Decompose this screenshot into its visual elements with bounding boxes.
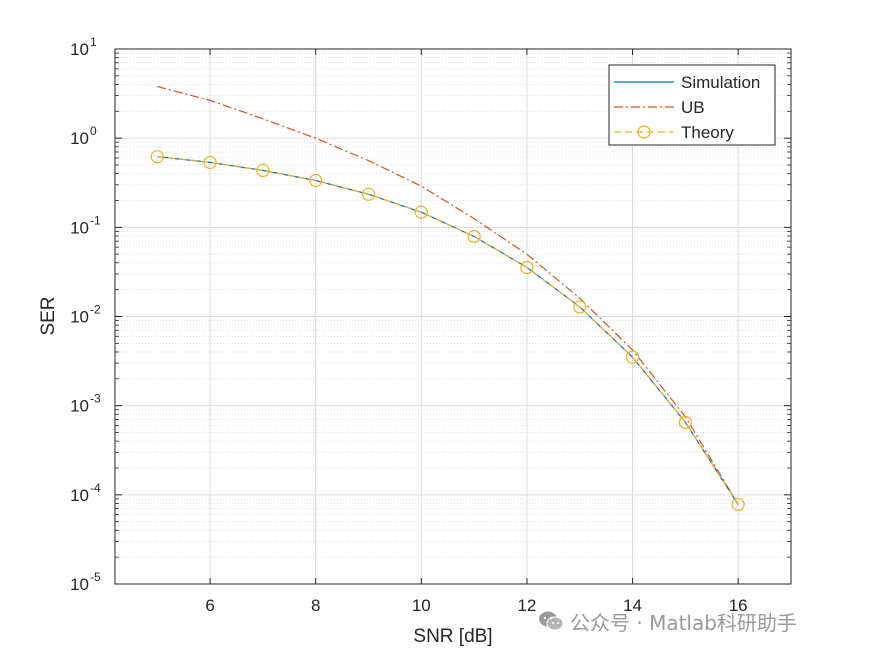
y-tick-label: 10 (70, 40, 89, 59)
x-tick-label: 12 (517, 596, 536, 615)
legend-marker (637, 125, 651, 139)
data-marker-theory (203, 155, 217, 169)
data-marker-theory (573, 300, 587, 314)
data-marker-theory (520, 260, 534, 275)
data-marker-theory (731, 497, 745, 512)
legend: Simulation UB Theory (608, 64, 776, 146)
series-line-ub (157, 85, 739, 505)
data-marker-theory (625, 350, 640, 364)
legend-label: UB (681, 98, 705, 117)
x-tick-label: 16 (729, 596, 748, 615)
y-tick-exponent: -1 (90, 213, 101, 227)
tick-marks (115, 48, 791, 585)
y-tick-exponent: -5 (90, 570, 101, 584)
data-marker-theory (361, 187, 376, 201)
x-tick-label: 8 (311, 596, 320, 615)
x-tick-labels: 6 8 10 12 14 16 (205, 596, 747, 615)
data-marker-theory (414, 205, 428, 219)
y-tick-exponent: -2 (90, 303, 101, 317)
x-tick-label: 6 (205, 596, 214, 615)
wechat-icon (539, 611, 564, 631)
data-marker-theory (678, 415, 692, 429)
y-tick-label: 10 (70, 397, 89, 416)
y-tick-label: 10 (70, 575, 89, 594)
y-tick-label: 10 (70, 308, 89, 327)
data-marker-theory (256, 163, 270, 178)
y-tick-label: 10 (70, 486, 89, 505)
data-marker-theory (150, 150, 164, 164)
x-axis-label: SNR [dB] (413, 626, 492, 647)
legend-entries: Simulation UB Theory (614, 73, 760, 142)
legend-label: Simulation (681, 73, 760, 92)
y-tick-exponent: 1 (90, 35, 97, 49)
y-tick-exponent: -4 (90, 481, 101, 495)
x-tick-label: 10 (412, 596, 431, 615)
series-layer (150, 85, 745, 512)
data-marker-theory (467, 229, 481, 244)
y-tick-exponent: 0 (90, 124, 97, 138)
legend-label: Theory (681, 123, 734, 142)
y-tick-exponent: -3 (90, 392, 101, 406)
x-tick-label: 14 (623, 596, 642, 615)
y-axis-label: SER (38, 296, 59, 335)
series-line-theory (157, 156, 739, 505)
y-tick-label: 10 (70, 129, 89, 148)
y-tick-label: 10 (70, 218, 89, 237)
watermark: 公众号 · Matlab科研助手 (538, 606, 797, 636)
watermark-text: 公众号 · Matlab科研助手 (570, 610, 797, 635)
data-marker-theory (309, 173, 323, 188)
